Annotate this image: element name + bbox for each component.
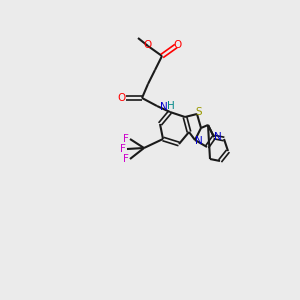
Text: O: O <box>118 93 126 103</box>
Text: S: S <box>196 107 202 117</box>
Text: F: F <box>123 134 129 144</box>
Text: F: F <box>123 154 129 164</box>
Text: N: N <box>214 132 222 142</box>
Text: N: N <box>160 102 168 112</box>
Text: H: H <box>167 101 175 111</box>
Text: O: O <box>143 40 151 50</box>
Text: N: N <box>195 136 203 146</box>
Text: F: F <box>120 144 126 154</box>
Text: O: O <box>174 40 182 50</box>
